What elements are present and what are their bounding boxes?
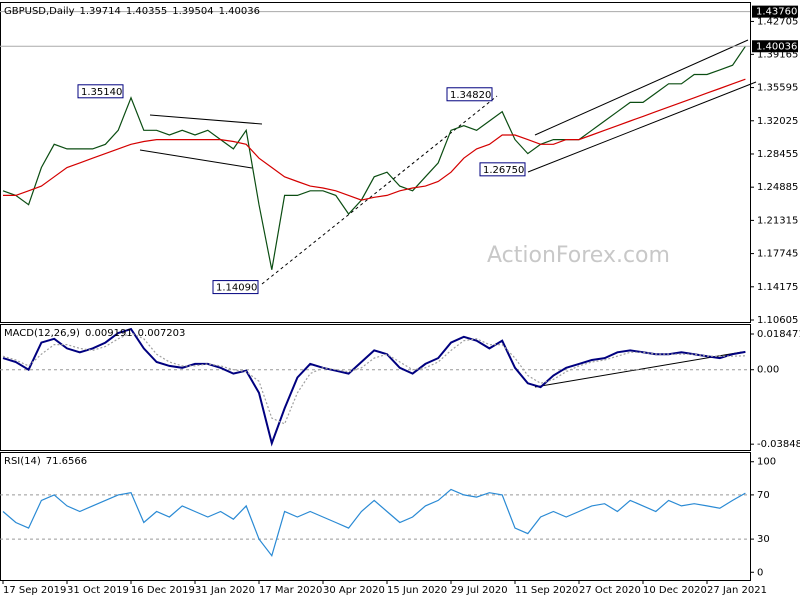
header-value: 1.39504 xyxy=(172,6,213,17)
panel-header: RSI(14) 71.6566 xyxy=(4,456,87,467)
annotation-label: 1.14090 xyxy=(216,283,257,294)
wedge-upper xyxy=(149,114,263,125)
y-tick-label: 70 xyxy=(757,490,770,501)
x-tick-label: 10 Dec 2020 xyxy=(643,585,707,596)
macd-panel-frame xyxy=(0,324,751,451)
x-tick-label: 17 Mar 2020 xyxy=(259,585,322,596)
annotation-box xyxy=(212,280,259,295)
annotation-box xyxy=(446,87,493,102)
y-tick-label: 0.018471 xyxy=(757,329,800,340)
annotation-label: 1.34820 xyxy=(450,90,491,101)
series-line xyxy=(2,488,746,558)
y-tick-label: 100 xyxy=(757,457,776,468)
y-tick-label: 1.17745 xyxy=(757,249,798,260)
channel-lower xyxy=(527,81,757,173)
y-tick-label: 1.24885 xyxy=(757,182,798,193)
series-line xyxy=(3,78,746,201)
header-value: 1.40036 xyxy=(219,6,260,17)
header-value: 1.39714 xyxy=(80,6,121,17)
annotation-label: 1.26750 xyxy=(483,165,524,176)
watermark: ActionForex.com xyxy=(487,243,670,268)
current-price-label: 1.40036 xyxy=(756,41,797,52)
annotation-box xyxy=(77,84,124,99)
x-tick-label: 16 Dec 2019 xyxy=(131,585,195,596)
annotation-label: 1.35140 xyxy=(81,87,122,98)
panel-header: MACD(12,26,9) 0.009191 0.007203 xyxy=(4,328,185,339)
panel-title: MACD(12,26,9) xyxy=(4,328,80,339)
channel-upper xyxy=(534,39,749,136)
rsi-panel-frame xyxy=(0,452,751,581)
x-tick-label: 17 Sep 2019 xyxy=(3,585,66,596)
x-tick-label: 11 Sep 2020 xyxy=(515,585,578,596)
series-line xyxy=(2,332,746,425)
y-tick-label: 1.28455 xyxy=(757,149,798,160)
header-value: 1.40355 xyxy=(126,6,167,17)
y-tick-label: 1.21315 xyxy=(757,215,798,226)
x-tick-label: 27 Oct 2020 xyxy=(579,585,641,596)
y-tick-label: 1.35595 xyxy=(757,83,798,94)
projection-line xyxy=(261,95,498,285)
y-tick-label: 0.00 xyxy=(757,365,779,376)
price-panel-frame xyxy=(0,2,751,323)
y-tick-label: -0.038486 xyxy=(757,439,800,450)
y-tick-label: 0 xyxy=(757,567,763,578)
header-value: 0.009191 xyxy=(85,328,133,339)
level-label-box xyxy=(752,5,798,18)
y-tick-label: 1.39165 xyxy=(757,49,798,60)
annotation-box xyxy=(479,162,526,177)
header-value: 0.007203 xyxy=(138,328,186,339)
level-label: 1.43760 xyxy=(756,7,797,18)
x-tick-label: 15 Jun 2020 xyxy=(387,585,447,596)
wedge-lower xyxy=(139,149,253,169)
series-line xyxy=(2,327,746,447)
y-tick-label: 1.42705 xyxy=(757,16,798,27)
x-tick-label: 30 Apr 2020 xyxy=(323,585,385,596)
header-value: 71.6566 xyxy=(46,456,87,467)
series-line xyxy=(2,45,746,270)
x-tick-label: 31 Jan 2020 xyxy=(195,585,255,596)
panel-header: GBPUSD,Daily 1.39714 1.40355 1.39504 1.40036 xyxy=(4,6,260,17)
y-tick-label: 30 xyxy=(757,534,770,545)
current-price-box xyxy=(752,40,798,53)
frames xyxy=(0,2,751,581)
x-tick-label: 29 Jul 2020 xyxy=(451,585,508,596)
x-tick-label: 31 Oct 2019 xyxy=(67,585,129,596)
y-tick-label: 1.10605 xyxy=(757,315,798,326)
y-tick-label: 1.14175 xyxy=(757,282,798,293)
panel-title: RSI(14) xyxy=(4,456,41,467)
panel-title: GBPUSD,Daily xyxy=(4,6,75,17)
x-tick-label: 27 Jan 2021 xyxy=(707,585,767,596)
y-tick-label: 1.32025 xyxy=(757,116,798,127)
